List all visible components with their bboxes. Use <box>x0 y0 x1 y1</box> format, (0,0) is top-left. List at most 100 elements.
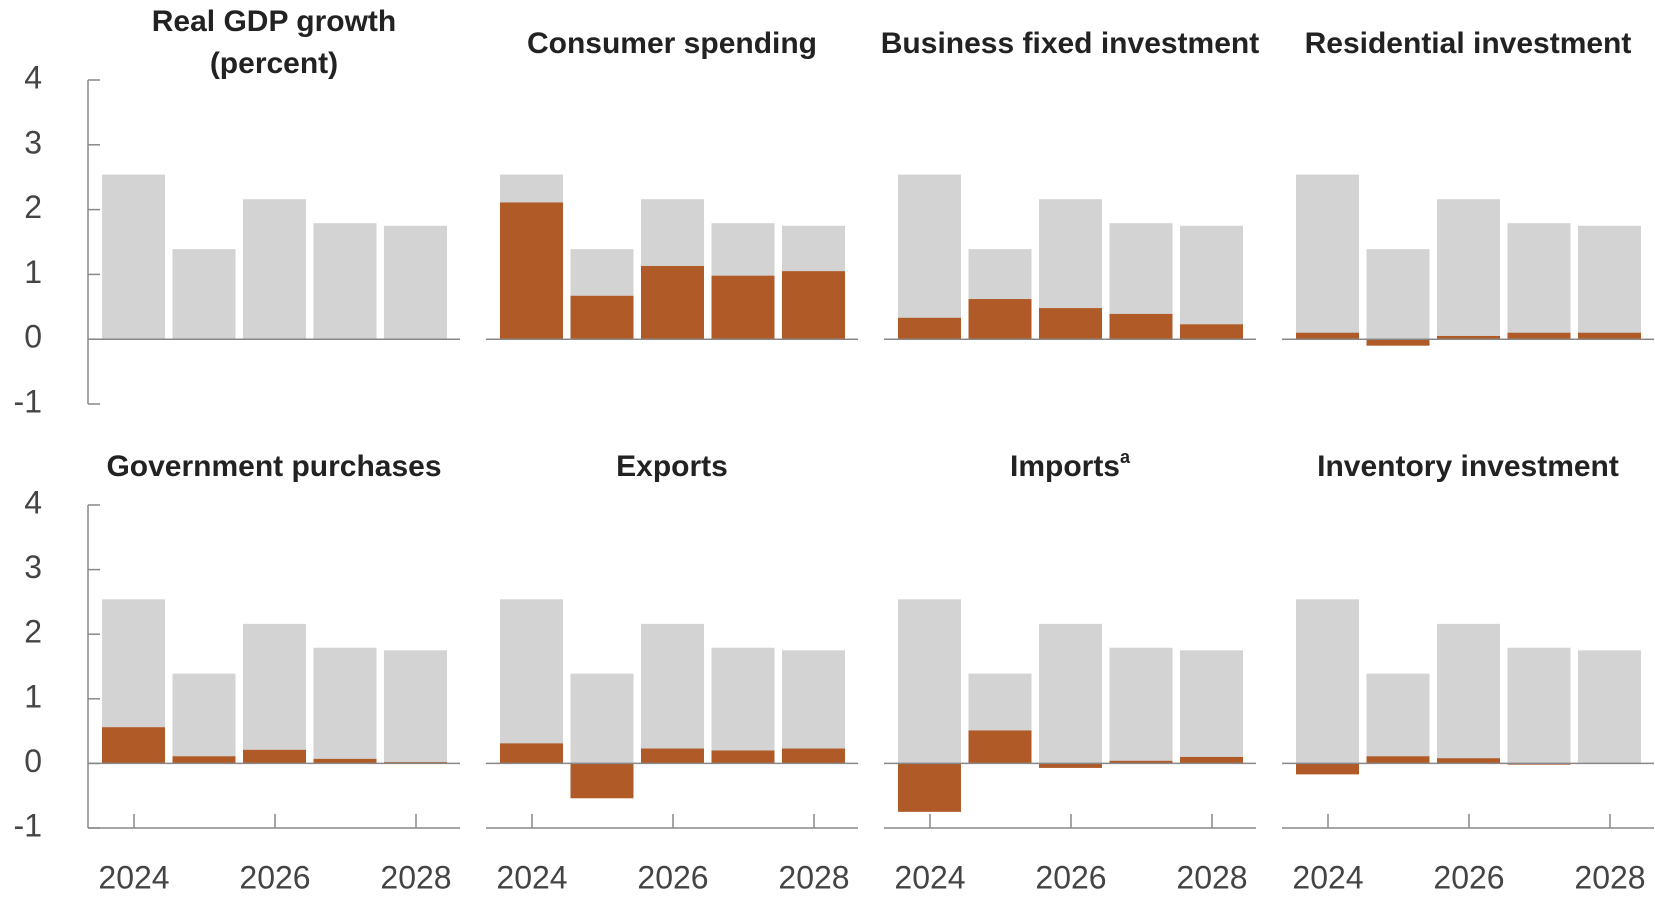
bar <box>1578 332 1641 340</box>
bar <box>243 623 306 764</box>
chart-title: Real GDP growth <box>152 5 396 38</box>
bar <box>172 673 236 764</box>
bar <box>1180 324 1243 340</box>
title-text: Inventory investment <box>1317 450 1619 483</box>
x-tick-label: 2028 <box>1574 859 1645 895</box>
x-tick-label: 2026 <box>239 859 310 895</box>
bar <box>782 748 845 764</box>
y-tick-label: 4 <box>24 484 42 520</box>
bar <box>1180 225 1243 340</box>
bar <box>102 174 165 340</box>
bar <box>1437 199 1500 340</box>
bar <box>243 749 306 764</box>
bar <box>782 650 845 764</box>
title-text: Business fixed investment <box>881 27 1259 60</box>
y-tick-label: 2 <box>24 614 42 650</box>
bar <box>1366 673 1430 764</box>
bar <box>1578 650 1641 764</box>
bar <box>1109 647 1173 764</box>
bar <box>384 650 447 764</box>
bar <box>1507 647 1571 764</box>
x-tick-label: 2028 <box>1176 859 1247 895</box>
bar <box>1296 332 1359 340</box>
bar <box>172 756 236 764</box>
title-superscript: a <box>1120 447 1131 467</box>
bar <box>313 758 377 764</box>
bar <box>1180 650 1243 764</box>
bar <box>1437 335 1500 340</box>
bar <box>1366 249 1430 340</box>
x-tick-label: 2024 <box>1292 859 1363 895</box>
chart-title: Residential investment <box>1305 27 1632 60</box>
bar <box>1437 758 1500 764</box>
bar <box>1296 174 1359 340</box>
bar <box>968 299 1032 340</box>
bar <box>711 275 775 340</box>
bar <box>1507 223 1571 340</box>
x-tick-label: 2024 <box>98 859 169 895</box>
bar <box>1109 760 1173 764</box>
y-tick-label: 1 <box>24 678 42 714</box>
y-tick-label: -1 <box>14 807 42 843</box>
y-tick-label: 3 <box>24 124 42 160</box>
bar <box>968 730 1032 764</box>
x-tick-label: 2028 <box>380 859 451 895</box>
chart-title: Business fixed investment <box>881 27 1259 60</box>
title-text: Exports <box>616 450 728 483</box>
bar <box>898 174 961 340</box>
bar <box>782 271 845 340</box>
bar <box>1366 339 1430 346</box>
bar <box>1296 599 1359 764</box>
y-tick-label: 2 <box>24 189 42 225</box>
y-tick-label: 3 <box>24 549 42 585</box>
bar <box>711 750 775 764</box>
y-tick-label: -1 <box>14 383 42 419</box>
bar <box>1507 332 1571 340</box>
x-tick-label: 2024 <box>894 859 965 895</box>
chart-title: Exports <box>616 450 728 483</box>
title-text: Government purchases <box>106 450 441 483</box>
y-tick-label: 4 <box>24 59 42 95</box>
y-tick-label: 0 <box>24 319 42 355</box>
bar <box>500 202 563 340</box>
bar <box>1366 756 1430 764</box>
chart-title: Importsa <box>1010 447 1131 483</box>
x-tick-label: 2026 <box>1433 859 1504 895</box>
chart-title: Government purchases <box>106 450 441 483</box>
chart-title: Inventory investment <box>1317 450 1619 483</box>
bar <box>500 599 563 764</box>
bar <box>500 743 563 764</box>
bar <box>570 763 634 799</box>
title-text: Residential investment <box>1305 27 1632 60</box>
title-text: Imports <box>1010 450 1120 483</box>
y-tick-label: 0 <box>24 743 42 779</box>
bar <box>898 599 961 764</box>
x-tick-label: 2024 <box>496 859 567 895</box>
x-tick-label: 2026 <box>1035 859 1106 895</box>
bar <box>384 225 447 340</box>
bar <box>1039 623 1102 764</box>
bar <box>898 763 961 812</box>
bar <box>711 647 775 764</box>
bar <box>1039 308 1102 340</box>
bar <box>172 249 236 340</box>
bar <box>570 673 634 764</box>
bar <box>898 317 961 340</box>
chart-subtitle: (percent) <box>210 47 338 80</box>
bar <box>1180 756 1243 764</box>
bar <box>102 727 165 764</box>
x-tick-label: 2026 <box>637 859 708 895</box>
x-tick-label: 2028 <box>778 859 849 895</box>
bar <box>1296 763 1359 775</box>
bar <box>570 295 634 340</box>
bar <box>313 223 377 340</box>
bar <box>1109 313 1173 340</box>
bar <box>1437 623 1500 764</box>
bar <box>313 647 377 764</box>
y-tick-label: 1 <box>24 254 42 290</box>
bar <box>1039 763 1102 768</box>
chart-title: Consumer spending <box>527 27 817 60</box>
title-text: Consumer spending <box>527 27 817 60</box>
bar <box>641 265 704 340</box>
